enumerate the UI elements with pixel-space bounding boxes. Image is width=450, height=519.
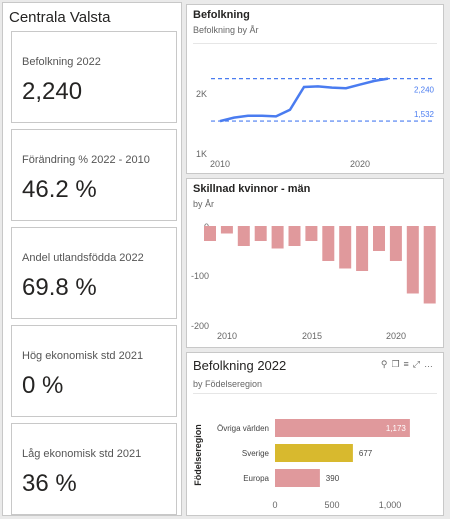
diff-bar-2015[interactable]	[305, 226, 318, 241]
x-tick-1000: 1,000	[379, 500, 402, 510]
pin-icon[interactable]: ⚲	[380, 359, 392, 369]
x-tick-2010: 2010	[210, 159, 230, 169]
kpi-value: 0 %	[22, 372, 64, 399]
kpi-card-befolkning[interactable]: Befolkning 2022 2,240	[11, 31, 177, 123]
x-tick-2010: 2010	[217, 331, 237, 341]
diff-bar-2019[interactable]	[373, 226, 385, 251]
region-chart-visual[interactable]: Befolkning 2022 by Födelseregion ⚲❐≡⤢… F…	[186, 352, 444, 516]
diff-bar-2017[interactable]	[339, 226, 352, 269]
visual-header-icons: ⚲❐≡⤢…	[381, 359, 437, 370]
value-label: 390	[326, 474, 340, 483]
y-tick-2k: 2K	[196, 89, 207, 99]
value-label: 1,173	[386, 424, 407, 433]
diff-chart-svg: 0 -100 -200 2010 2015 2020	[191, 222, 436, 341]
series-line-befolkning[interactable]	[219, 77, 389, 123]
region-bar-0[interactable]	[275, 419, 410, 437]
y-tick-1k: 1K	[196, 149, 207, 159]
diff-chart-subtitle: by År	[193, 199, 215, 209]
region-bar-2[interactable]	[275, 469, 320, 487]
diff-bar-2010[interactable]	[220, 226, 233, 234]
diff-bar-2009[interactable]	[204, 226, 216, 241]
kpi-card-forandring[interactable]: Förändring % 2022 - 2010 46.2 %	[11, 129, 177, 221]
line-chart-visual[interactable]: Befolkning Befolkning by År 2K 1K 2010 2…	[186, 4, 444, 174]
more-options-icon[interactable]: …	[424, 359, 437, 369]
diff-bar-2016[interactable]	[322, 226, 335, 261]
category-label: Sverige	[242, 449, 270, 458]
kpi-label: Befolkning 2022	[22, 56, 101, 68]
category-label: Europa	[243, 474, 269, 483]
y-axis-title: Födelseregion	[193, 424, 203, 486]
line-chart-subtitle: Befolkning by År	[193, 25, 259, 35]
kpi-value: 69.8 %	[22, 274, 97, 301]
line-chart-svg: 2K 1K 2010 2020 2,240 1,532	[193, 43, 437, 169]
region-bars	[275, 419, 410, 487]
ref-label-high: 2,240	[414, 86, 435, 95]
diff-bar-2021[interactable]	[406, 226, 419, 294]
diff-bar-2013[interactable]	[271, 226, 284, 249]
x-tick-2015: 2015	[302, 331, 322, 341]
kpi-card-lag-ekonomisk[interactable]: Låg ekonomisk std 2021 36 %	[11, 423, 177, 515]
diff-bar-2020[interactable]	[389, 226, 402, 261]
kpi-value: 36 %	[22, 470, 77, 497]
ref-label-low: 1,532	[414, 110, 435, 119]
diff-chart-title: Skillnad kvinnor - män	[193, 183, 311, 195]
x-tick-0: 0	[272, 500, 277, 510]
region-chart-svg: Födelseregion Övriga världen Sverige Eur…	[193, 393, 437, 510]
category-label: Övriga världen	[217, 424, 269, 433]
region-chart-title: Befolkning 2022	[193, 358, 287, 373]
y-tick-neg200: -200	[191, 321, 209, 331]
x-tick-2020: 2020	[350, 159, 370, 169]
diff-bar-2011[interactable]	[237, 226, 250, 246]
region-bar-1[interactable]	[275, 444, 353, 462]
kpi-card-hog-ekonomisk[interactable]: Hög ekonomisk std 2021 0 %	[11, 325, 177, 417]
diff-bars	[204, 226, 436, 304]
kpi-value: 2,240	[22, 78, 83, 105]
region-chart-subtitle: by Födelseregion	[193, 379, 263, 389]
page-title: Centrala Valsta	[9, 9, 111, 26]
kpi-panel: Centrala Valsta Befolkning 2022 2,240 Fö…	[2, 2, 182, 516]
kpi-label: Förändring % 2022 - 2010	[22, 154, 150, 166]
filter-icon[interactable]: ≡	[403, 359, 413, 369]
x-tick-500: 500	[324, 500, 339, 510]
diff-bar-2022[interactable]	[423, 226, 436, 304]
diff-bar-2012[interactable]	[254, 226, 267, 241]
diff-bar-2014[interactable]	[288, 226, 301, 246]
value-label: 677	[359, 449, 373, 458]
y-tick-neg100: -100	[191, 271, 209, 281]
diff-bar-2018[interactable]	[356, 226, 369, 271]
line-chart-title: Befolkning	[193, 9, 250, 21]
kpi-label: Hög ekonomisk std 2021	[22, 350, 144, 362]
focus-mode-icon[interactable]: ⤢	[412, 359, 424, 369]
kpi-label: Låg ekonomisk std 2021	[22, 448, 142, 460]
copy-icon[interactable]: ❐	[391, 359, 404, 369]
x-tick-2020: 2020	[386, 331, 406, 341]
kpi-card-utlandsfodda[interactable]: Andel utlandsfödda 2022 69.8 %	[11, 227, 177, 319]
kpi-value: 46.2 %	[22, 176, 97, 203]
diff-chart-visual[interactable]: Skillnad kvinnor - män by År 0 -100 -200…	[186, 178, 444, 348]
kpi-label: Andel utlandsfödda 2022	[22, 252, 144, 264]
